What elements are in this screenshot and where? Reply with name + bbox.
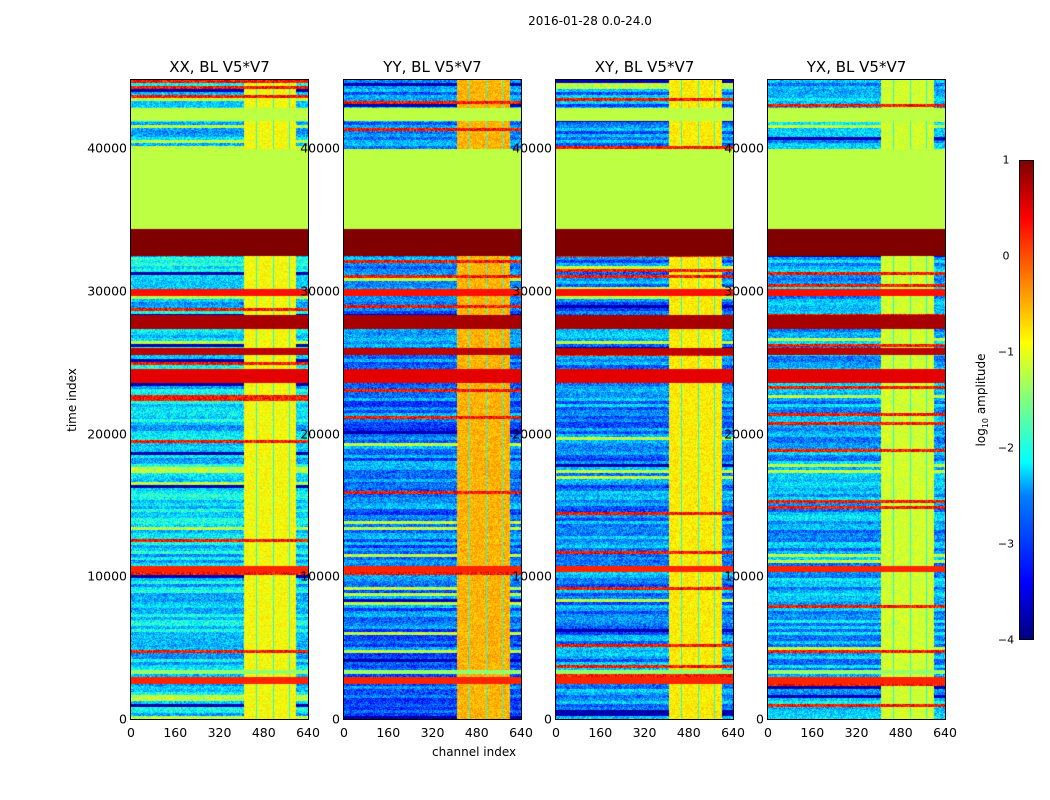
y-tick-label: 20000 (87, 426, 127, 442)
y-tick-label: 20000 (512, 426, 552, 442)
y-tick-label: 30000 (724, 283, 764, 299)
colorbar-tick-label: 1 (1002, 153, 1010, 167)
y-tick-label: 40000 (87, 140, 127, 156)
x-tick-label: 0 (552, 725, 560, 740)
y-tick-label: 40000 (724, 140, 764, 156)
y-tick-label: 20000 (300, 426, 340, 442)
y-tick-label: 10000 (87, 568, 127, 584)
heatmap-panel-3: YX, BL V5*V7 0 10000 20000 30000 40000 0 160 320… (724, 58, 957, 740)
heatmap-panel-2: XY, BL V5*V7 0 10000 20000 30000 40000 0 160 320… (512, 58, 745, 740)
colorbar-tick-label: −2 (997, 441, 1015, 455)
x-tick-label: 320 (420, 725, 445, 740)
x-tick-label: 0 (127, 725, 135, 740)
x-tick-label: 160 (163, 725, 188, 740)
heatmap-image (130, 79, 309, 720)
x-tick-label: 640 (296, 725, 320, 740)
x-tick-label: 640 (721, 725, 745, 740)
figure-title: 2016-01-28 0.0-24.0 (528, 14, 652, 28)
y-tick-label: 0 (119, 711, 127, 727)
y-tick-label: 0 (756, 711, 764, 727)
x-tick-label: 480 (251, 725, 276, 740)
y-axis-label: time index (65, 368, 79, 432)
colorbar-tick-label: −3 (997, 537, 1015, 551)
x-tick-label: 0 (340, 725, 348, 740)
x-axis-label: channel index (432, 745, 517, 759)
x-tick-label: 480 (888, 725, 913, 740)
x-tick-label: 160 (800, 725, 825, 740)
y-tick-label: 10000 (724, 568, 764, 584)
heatmap-panel-1: YY, BL V5*V7 0 10000 20000 30000 40000 0 160 320… (300, 58, 533, 740)
y-tick-label: 30000 (512, 283, 552, 299)
x-tick-label: 480 (676, 725, 701, 740)
colorbar-label: log10 amplitude (973, 353, 991, 447)
y-tick-label: 40000 (512, 140, 552, 156)
y-tick-label: 40000 (300, 140, 340, 156)
y-tick-label: 30000 (300, 283, 340, 299)
panel-title: YY, BL V5*V7 (383, 58, 482, 76)
heatmap-image (343, 79, 522, 720)
y-tick-label: 10000 (300, 568, 340, 584)
x-tick-label: 160 (588, 725, 613, 740)
panel-title: YX, BL V5*V7 (806, 58, 907, 76)
x-tick-label: 480 (464, 725, 489, 740)
y-tick-label: 0 (544, 711, 552, 727)
heatmap-image (767, 79, 946, 720)
y-tick-label: 20000 (724, 426, 764, 442)
y-tick-label: 30000 (87, 283, 127, 299)
y-tick-label: 10000 (512, 568, 552, 584)
heatmap-panel-0: XX, BL V5*V7 0 10000 20000 30000 40000 0 160 320… (87, 58, 320, 740)
x-tick-label: 640 (509, 725, 533, 740)
x-tick-label: 320 (207, 725, 232, 740)
colorbar-tick-label: −1 (997, 345, 1015, 359)
panel-title: XX, BL V5*V7 (169, 58, 270, 76)
x-tick-label: 640 (933, 725, 957, 740)
y-tick-label: 0 (332, 711, 340, 727)
x-tick-label: 320 (844, 725, 869, 740)
colorbar (1019, 160, 1034, 640)
heatmap-image (555, 79, 734, 720)
colorbar-tick-label: 0 (1002, 249, 1010, 263)
colorbar-tick-label: −4 (997, 633, 1015, 647)
x-tick-label: 320 (632, 725, 657, 740)
x-tick-label: 0 (764, 725, 772, 740)
x-tick-label: 160 (376, 725, 401, 740)
panel-title: XY, BL V5*V7 (594, 58, 695, 76)
